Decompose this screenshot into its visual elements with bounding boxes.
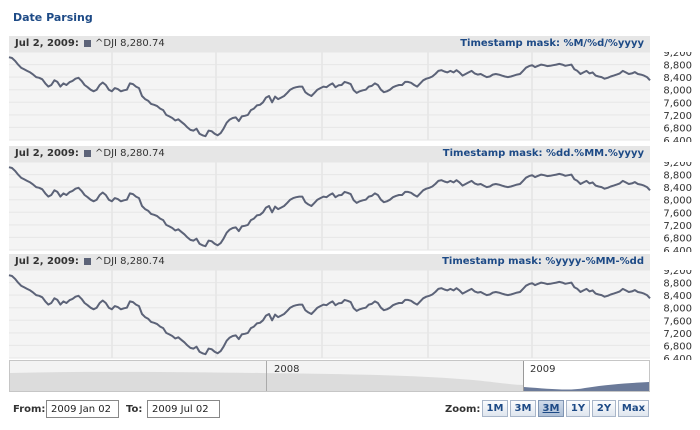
overview-area	[10, 371, 525, 391]
year-divider	[266, 361, 267, 391]
y-tick-label: 7,600	[663, 316, 692, 327]
y-tick-label: 6,800	[663, 233, 692, 244]
zoom-1m-button[interactable]: 1M	[482, 400, 508, 417]
y-tick-label: 8,400	[663, 73, 692, 84]
y-tick-label: 8,000	[663, 86, 692, 97]
timestamp-mask-label: Timestamp mask: %dd.%MM.%yyyy	[442, 148, 644, 159]
y-tick-label: 9,200	[663, 52, 692, 59]
y-tick-label: 7,200	[663, 329, 692, 340]
series-line-dji[interactable]	[8, 56, 651, 138]
plot-area	[9, 52, 650, 140]
navigator-year-label: 2008	[274, 364, 300, 375]
y-tick-label: 7,600	[663, 98, 692, 109]
y-tick-label: 7,200	[663, 221, 692, 232]
header-series-value: ^DJI 8,280.74	[95, 148, 165, 159]
y-tick-label: 6,400	[663, 136, 692, 142]
plot-area	[9, 270, 650, 358]
from-date-input[interactable]	[46, 400, 119, 418]
timestamp-mask-label: Timestamp mask: %yyyy-%MM-%dd	[442, 256, 644, 267]
series-line-dji[interactable]	[8, 166, 651, 248]
series-legend-icon	[84, 258, 91, 265]
y-tick-label: 7,200	[663, 111, 692, 122]
header-date: Jul 2, 2009:	[15, 38, 79, 49]
navigator-overview[interactable]	[10, 361, 649, 391]
zoom-label: Zoom:	[445, 404, 481, 415]
to-date-input[interactable]	[147, 400, 220, 418]
y-tick-label: 6,800	[663, 123, 692, 134]
zoom-6m-button[interactable]: 3M	[538, 400, 564, 417]
header-date: Jul 2, 2009:	[15, 148, 79, 159]
y-tick-label: 6,800	[663, 341, 692, 352]
navigator-year-label: 2009	[530, 364, 556, 375]
from-label: From:	[13, 404, 46, 415]
y-tick-label: 9,200	[663, 162, 692, 169]
y-tick-label: 7,600	[663, 208, 692, 219]
plot-area	[9, 162, 650, 250]
series-legend-icon	[84, 40, 91, 47]
series-legend-icon	[84, 150, 91, 157]
y-tick-label: 8,800	[663, 279, 692, 290]
chart-header-3: Jul 2, 2009: ^DJI 8,280.74 Timestamp mas…	[9, 254, 650, 270]
header-date: Jul 2, 2009:	[15, 256, 79, 267]
timestamp-mask-label: Timestamp mask: %M/%d/%yyyy	[460, 38, 644, 49]
range-handle-left[interactable]	[523, 361, 524, 391]
header-series-value: ^DJI 8,280.74	[95, 256, 165, 267]
selected-area	[524, 382, 649, 391]
y-tick-label: 6,400	[663, 354, 692, 360]
series-line-dji[interactable]	[8, 274, 651, 356]
y-tick-label: 8,400	[663, 183, 692, 194]
y-tick-label: 8,800	[663, 171, 692, 182]
to-label: To:	[126, 404, 143, 415]
header-series-value: ^DJI 8,280.74	[95, 38, 165, 49]
chart-header-1: Jul 2, 2009: ^DJI 8,280.74 Timestamp mas…	[9, 36, 650, 52]
range-navigator[interactable]: 2008 2009	[9, 360, 650, 392]
y-tick-label: 6,400	[663, 246, 692, 252]
y-tick-label: 8,800	[663, 61, 692, 72]
chart-header-2: Jul 2, 2009: ^DJI 8,280.74 Timestamp mas…	[9, 146, 650, 162]
y-tick-label: 8,000	[663, 304, 692, 315]
zoom-1y-button[interactable]: 1Y	[566, 400, 590, 417]
y-tick-label: 8,400	[663, 291, 692, 302]
y-tick-label: 8,000	[663, 196, 692, 207]
page-title: Date Parsing	[13, 11, 93, 24]
zoom-3m-button[interactable]: 3M	[510, 400, 536, 417]
zoom-2y-button[interactable]: 2Y	[592, 400, 616, 417]
y-tick-label: 9,200	[663, 270, 692, 277]
zoom-max-button[interactable]: Max	[618, 400, 649, 417]
